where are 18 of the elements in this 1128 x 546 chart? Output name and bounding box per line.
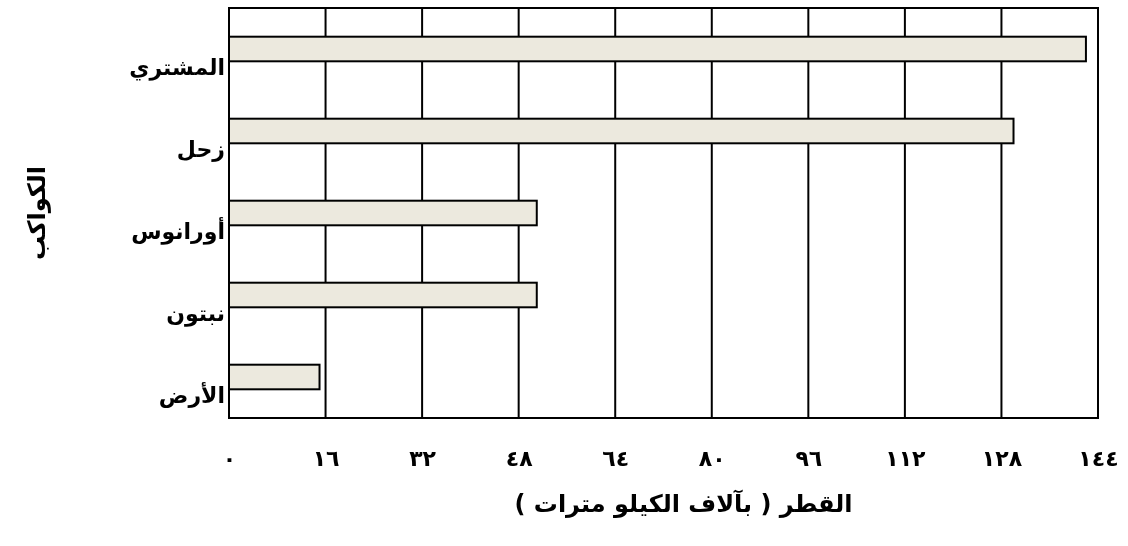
x-tick-label: ١٤٤ [1078,445,1119,471]
x-tick-label: ٠ [222,445,237,471]
y-tick-label: الأرض [158,381,225,409]
x-tick-label: ٦٤ [602,445,630,471]
y-tick-label: نبتون [166,301,225,328]
bar [228,363,321,391]
y-axis-title: الكواكب [23,166,51,260]
x-tick-label: ١١٢ [885,445,927,471]
y-tick-label: المشتري [129,55,225,82]
y-tick-label: أورانوس [131,216,225,246]
x-tick-label: ٣٢ [409,445,437,471]
x-tick-label: ٨٠ [698,445,726,471]
y-tick-label: زحل [176,137,225,163]
x-tick-label: ٤٨ [505,445,534,471]
x-axis-title: القطر ( بآلاف الكيلو مترات ) [514,489,853,518]
x-tick-label: ١٢٨ [981,445,1023,471]
x-tick-label: ٩٦ [795,445,823,471]
x-tick-label: ١٦ [312,445,340,471]
